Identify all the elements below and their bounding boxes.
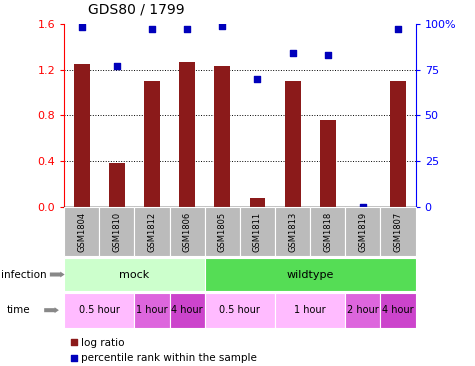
Bar bbox=[144, 81, 160, 207]
Text: GSM1818: GSM1818 bbox=[323, 212, 332, 251]
Bar bbox=[205, 293, 275, 328]
Bar bbox=[134, 293, 170, 328]
Point bbox=[113, 272, 121, 277]
Bar bbox=[310, 207, 345, 256]
Bar bbox=[64, 207, 99, 256]
Text: 1 hour: 1 hour bbox=[294, 305, 326, 315]
Bar bbox=[170, 293, 205, 328]
Bar bbox=[345, 207, 380, 256]
Bar bbox=[99, 207, 134, 256]
Point bbox=[113, 128, 121, 134]
Bar bbox=[205, 207, 240, 256]
Bar bbox=[390, 81, 406, 207]
Text: GSM1810: GSM1810 bbox=[113, 212, 121, 251]
Point bbox=[183, 26, 191, 32]
Bar bbox=[275, 207, 310, 256]
Text: infection: infection bbox=[1, 269, 47, 280]
Text: GSM1811: GSM1811 bbox=[253, 212, 262, 251]
Point bbox=[359, 204, 367, 210]
Point bbox=[394, 26, 402, 32]
Text: GSM1806: GSM1806 bbox=[183, 212, 191, 251]
Text: GSM1805: GSM1805 bbox=[218, 212, 227, 251]
Bar bbox=[214, 66, 230, 207]
Bar bbox=[240, 207, 275, 256]
Text: GDS80 / 1799: GDS80 / 1799 bbox=[88, 3, 184, 16]
Bar bbox=[134, 207, 170, 256]
Bar bbox=[179, 61, 195, 207]
Bar bbox=[170, 207, 205, 256]
Point bbox=[78, 25, 86, 30]
Text: 0.5 hour: 0.5 hour bbox=[79, 305, 120, 315]
Bar bbox=[74, 64, 90, 207]
Bar bbox=[249, 198, 266, 207]
Bar bbox=[205, 258, 416, 291]
Point bbox=[218, 23, 226, 29]
Text: 4 hour: 4 hour bbox=[171, 305, 203, 315]
Point bbox=[289, 50, 296, 56]
Bar bbox=[275, 293, 345, 328]
Text: GSM1813: GSM1813 bbox=[288, 212, 297, 251]
Text: GSM1807: GSM1807 bbox=[394, 212, 402, 251]
Bar bbox=[109, 163, 125, 207]
Text: 2 hour: 2 hour bbox=[347, 305, 379, 315]
Text: GSM1804: GSM1804 bbox=[77, 212, 86, 251]
Text: percentile rank within the sample: percentile rank within the sample bbox=[81, 353, 256, 363]
Point bbox=[324, 52, 332, 58]
Text: 1 hour: 1 hour bbox=[136, 305, 168, 315]
Text: log ratio: log ratio bbox=[81, 338, 124, 348]
Text: wildtype: wildtype bbox=[286, 269, 334, 280]
Text: GSM1819: GSM1819 bbox=[359, 212, 367, 251]
Text: mock: mock bbox=[119, 269, 150, 280]
Bar bbox=[380, 293, 416, 328]
Text: time: time bbox=[7, 305, 31, 315]
Point bbox=[148, 26, 156, 32]
Text: 0.5 hour: 0.5 hour bbox=[219, 305, 260, 315]
Point bbox=[113, 63, 121, 69]
Point bbox=[254, 76, 261, 82]
Text: 4 hour: 4 hour bbox=[382, 305, 414, 315]
Bar bbox=[64, 258, 205, 291]
Text: GSM1812: GSM1812 bbox=[148, 212, 156, 251]
Bar bbox=[320, 120, 336, 207]
Bar bbox=[285, 81, 301, 207]
Bar bbox=[345, 293, 380, 328]
Bar bbox=[64, 293, 134, 328]
Bar bbox=[380, 207, 416, 256]
